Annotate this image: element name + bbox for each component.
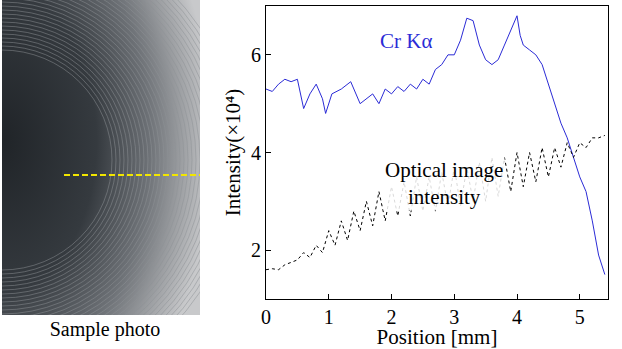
svg-text:6: 6 — [251, 44, 261, 66]
svg-text:Intensity(×10⁴): Intensity(×10⁴) — [221, 89, 245, 217]
svg-text:2: 2 — [387, 306, 397, 328]
svg-text:1: 1 — [324, 306, 334, 328]
svg-text:0: 0 — [261, 306, 271, 328]
svg-text:4: 4 — [251, 142, 261, 164]
svg-text:2: 2 — [251, 239, 261, 261]
svg-text:Optical imageintensity: Optical imageintensity — [385, 158, 503, 209]
html-text:Sample photo: Sample photo — [49, 318, 161, 340]
svg-text:4: 4 — [512, 306, 522, 328]
svg-text:3: 3 — [449, 306, 459, 328]
svg-text:5: 5 — [575, 306, 585, 328]
svg-text:Cr Kα: Cr Kα — [380, 29, 432, 53]
svg-text:Position [mm]: Position [mm] — [377, 325, 498, 349]
